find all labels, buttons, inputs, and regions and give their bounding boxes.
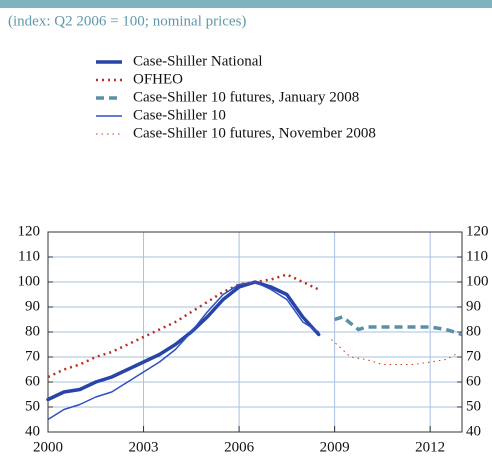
y-tick-label: 50 [25, 398, 40, 414]
y2-tick-label: 90 [466, 298, 481, 314]
y-tick-label: 60 [25, 373, 40, 389]
series-line [334, 315, 463, 337]
y2-tick-label: 40 [466, 423, 481, 439]
y-tick-label: 70 [25, 348, 40, 364]
y-tick-label: 100 [18, 273, 41, 289]
series-line [46, 280, 321, 402]
x-tick-label: 2009 [320, 439, 350, 455]
y2-tick-label: 50 [466, 398, 481, 414]
y-tick-label: 90 [25, 298, 40, 314]
legend-label: Case-Shiller 10 futures, January 2008 [133, 89, 359, 105]
y2-tick-label: 80 [466, 323, 481, 339]
x-tick-label: 2003 [129, 439, 159, 455]
y2-tick-label: 100 [466, 273, 489, 289]
x-tick-label: 2012 [415, 439, 445, 455]
y2-tick-label: 120 [466, 223, 489, 239]
legend-label: OFHEO [133, 71, 183, 87]
chart-subtitle: (index: Q2 2006 = 100; nominal prices) [8, 13, 246, 29]
y2-tick-label: 60 [466, 373, 481, 389]
y-tick-label: 40 [25, 423, 40, 439]
x-tick-label: 2006 [224, 439, 255, 455]
y-tick-label: 80 [25, 323, 40, 339]
y2-tick-label: 110 [466, 248, 488, 264]
legend-label: Case-Shiller 10 [133, 107, 226, 123]
x-tick-label: 2000 [33, 439, 63, 455]
y-tick-label: 120 [18, 223, 41, 239]
series-line [47, 281, 320, 421]
legend-label: Case-Shiller 10 futures, November 2008 [133, 125, 376, 141]
y-tick-label: 110 [18, 248, 40, 264]
y2-tick-label: 70 [466, 348, 481, 364]
header-bar [0, 0, 492, 8]
legend-label: Case-Shiller National [133, 53, 263, 69]
plot-frame [47, 231, 463, 433]
series-line [47, 273, 320, 379]
